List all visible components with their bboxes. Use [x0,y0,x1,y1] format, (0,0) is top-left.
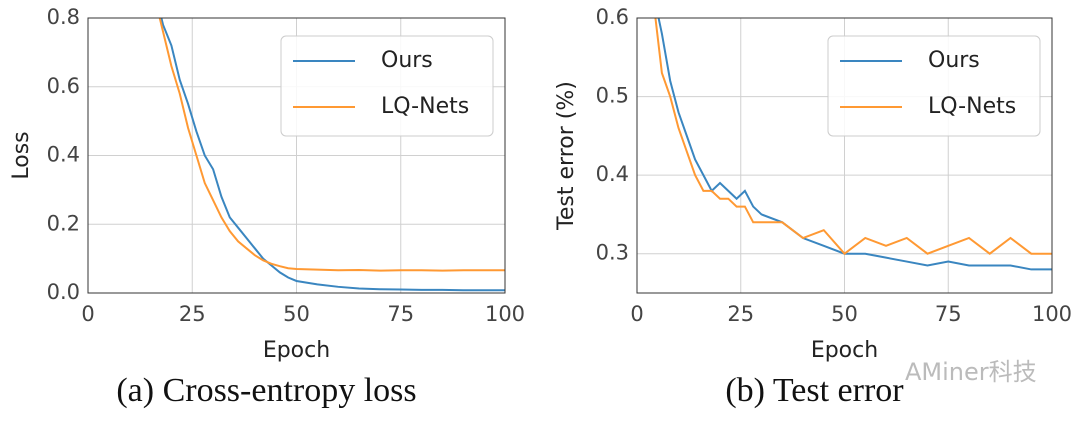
x-tick-label: 25 [179,302,206,326]
y-tick-label: 0.6 [596,5,629,29]
legend-label: LQ-Nets [928,94,1016,119]
y-axis-label: Test error (%) [554,81,579,231]
x-tick-label: 100 [1032,302,1072,326]
y-tick-label: 0.4 [596,162,629,186]
caption: (a) Cross-entropy loss [116,372,416,409]
y-tick-label: 0.5 [596,84,629,108]
x-tick-label: 25 [727,302,754,326]
y-tick-label: 0.8 [47,5,80,29]
legend-label: Ours [381,48,433,73]
x-tick-label: 0 [81,302,94,326]
axes-frame [636,17,1053,294]
axes-frame [87,17,506,294]
x-tick-label: 0 [630,302,643,326]
y-tick-label: 0.2 [47,211,80,235]
legend-label: Ours [928,48,980,73]
x-tick-label: 75 [935,302,962,326]
y-axis-label: Loss [9,131,34,179]
x-axis-label: Epoch [263,338,330,363]
y-tick-label: 0.4 [47,143,80,167]
y-tick-label: 0.6 [47,74,80,98]
y-tick-label: 0.0 [47,280,80,304]
data-line [657,18,1052,271]
plot: 0 25 50 75 100 0.3 0.4 0.5 0.6 Epoch Test error (%… [554,5,1072,409]
x-axis-label: Epoch [811,338,878,363]
x-tick-label: 50 [283,302,310,326]
legend-label: LQ-Nets [381,94,469,119]
x-tick-label: 100 [485,302,525,326]
data-line [654,18,1052,256]
x-tick-label: 75 [387,302,414,326]
y-tick-label: 0.3 [596,241,629,265]
x-tick-label: 50 [831,302,858,326]
watermark: AMiner科技 [905,358,1037,386]
plot: 0 25 50 75 100 0.0 0.2 0.4 0.6 0.8 Epoch Loss Ours LQ… [9,5,525,409]
caption: (b) Test error [725,372,904,409]
data-line [158,18,505,272]
